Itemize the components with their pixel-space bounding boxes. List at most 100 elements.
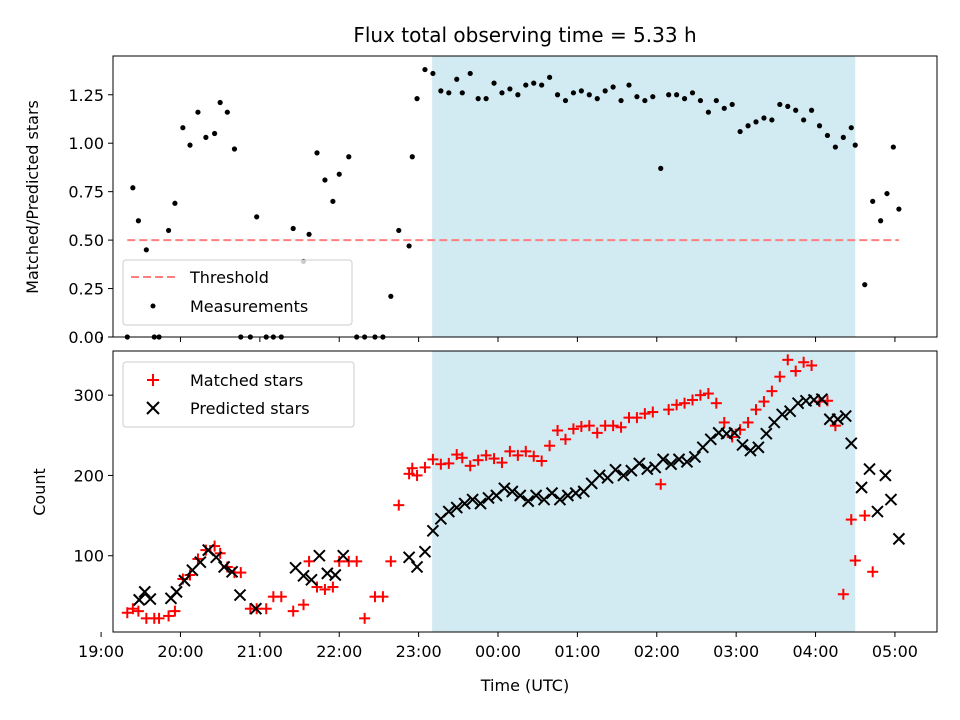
measurement-point-93 bbox=[848, 125, 854, 131]
measurement-point-13 bbox=[217, 99, 223, 106]
measurement-point-59 bbox=[578, 88, 584, 94]
predicted-star-point-68 bbox=[775, 408, 789, 421]
predicted-star-point-57 bbox=[688, 450, 702, 464]
measurement-point-52 bbox=[523, 82, 529, 88]
x-tick-label-4: 23:00 bbox=[396, 642, 442, 661]
predicted-star-point-38 bbox=[537, 493, 551, 506]
matched-star-point-5 bbox=[153, 612, 165, 624]
top-y-tick-label-5: 1.25 bbox=[68, 86, 104, 105]
predicted-star-point-55 bbox=[672, 453, 686, 466]
predicted-star-point-50 bbox=[633, 457, 646, 470]
legend-predicted-swatch bbox=[146, 401, 160, 415]
matched-star-point-63 bbox=[607, 420, 619, 432]
matched-star-point-94 bbox=[849, 555, 861, 567]
top-legend: Threshold Measurements bbox=[122, 259, 353, 326]
predicted-star-point-24 bbox=[426, 524, 440, 538]
matched-star-point-93 bbox=[845, 514, 857, 526]
predicted-star-point-5 bbox=[178, 574, 191, 587]
measurement-point-92 bbox=[840, 134, 846, 140]
predicted-star-point-26 bbox=[442, 505, 455, 518]
predicted-star-point-21 bbox=[402, 551, 416, 564]
predicted-star-point-62 bbox=[728, 426, 741, 440]
matched-star-point-95 bbox=[859, 510, 871, 522]
predicted-star-point-19 bbox=[329, 568, 342, 582]
predicted-star-point-81 bbox=[879, 469, 892, 482]
matched-star-point-96 bbox=[867, 566, 879, 578]
predicted-star-point-73 bbox=[815, 392, 829, 406]
predicted-star-point-35 bbox=[514, 489, 527, 502]
predicted-star-point-12 bbox=[233, 588, 247, 602]
measurement-point-27 bbox=[330, 198, 336, 204]
predicted-star-point-76 bbox=[839, 409, 852, 423]
bottom-legend: Matched stars Predicted stars bbox=[122, 361, 355, 428]
measurement-point-95 bbox=[862, 282, 868, 288]
measurement-point-81 bbox=[753, 119, 759, 125]
predicted-star-point-40 bbox=[553, 493, 567, 506]
measurement-point-58 bbox=[570, 90, 577, 96]
x-tick-label-10: 05:00 bbox=[872, 642, 918, 661]
predicted-star-point-9 bbox=[209, 551, 223, 564]
matched-star-point-31 bbox=[359, 612, 371, 624]
matched-star-point-51 bbox=[512, 449, 524, 461]
matched-star-point-16 bbox=[235, 567, 247, 579]
top-x-ticks bbox=[100, 337, 896, 342]
measurement-point-12 bbox=[212, 130, 218, 137]
predicted-star-point-11 bbox=[225, 565, 239, 578]
bottom-legend-box bbox=[122, 361, 355, 428]
measurement-point-98 bbox=[884, 190, 890, 197]
measurement-point-6 bbox=[165, 227, 172, 234]
measurement-point-91 bbox=[832, 144, 838, 150]
bottom-shaded-span bbox=[432, 351, 856, 632]
measurement-point-8 bbox=[180, 125, 186, 131]
measurement-point-83 bbox=[769, 117, 775, 123]
measurement-point-14 bbox=[224, 109, 230, 115]
measurement-point-88 bbox=[808, 107, 815, 113]
matched-star-point-25 bbox=[311, 581, 323, 593]
matched-star-point-49 bbox=[496, 457, 508, 469]
measurement-point-44 bbox=[459, 90, 465, 96]
x-tick-label-0: 19:00 bbox=[78, 642, 124, 661]
matched-star-point-24 bbox=[303, 555, 315, 567]
measurement-point-64 bbox=[618, 97, 624, 104]
matched-star-point-66 bbox=[631, 412, 643, 424]
predicted-star-point-27 bbox=[450, 501, 463, 514]
matched-star-point-80 bbox=[742, 416, 754, 428]
predicted-star-point-45 bbox=[593, 469, 606, 482]
predicted-star-point-64 bbox=[744, 444, 757, 457]
measurement-point-97 bbox=[878, 218, 884, 224]
matched-star-point-0 bbox=[121, 607, 133, 619]
matched-star-point-40 bbox=[427, 453, 439, 465]
matched-star-point-45 bbox=[464, 460, 476, 472]
legend-measurements-label: Measurements bbox=[190, 297, 308, 316]
matched-star-point-42 bbox=[443, 457, 455, 469]
measurement-point-89 bbox=[816, 123, 823, 129]
matched-star-point-72 bbox=[679, 397, 691, 409]
measurement-point-68 bbox=[650, 94, 656, 100]
matched-star-point-7 bbox=[169, 605, 181, 617]
matched-star-point-53 bbox=[528, 450, 540, 462]
matched-star-point-85 bbox=[782, 354, 794, 366]
measurement-point-35 bbox=[396, 227, 402, 234]
x-tick-label-8: 03:00 bbox=[713, 642, 759, 661]
matched-star-point-52 bbox=[520, 445, 532, 457]
x-axis-label: Time (UTC) bbox=[480, 676, 569, 695]
predicted-star-point-30 bbox=[474, 497, 487, 510]
measurement-point-85 bbox=[785, 103, 791, 109]
matched-star-point-88 bbox=[806, 359, 818, 371]
measurement-point-38 bbox=[414, 96, 420, 102]
matched-star-point-81 bbox=[750, 404, 762, 416]
matched-star-point-87 bbox=[798, 356, 810, 368]
measurement-point-60 bbox=[586, 92, 592, 98]
predicted-star-point-37 bbox=[529, 489, 543, 502]
top-shaded-span bbox=[432, 56, 856, 337]
measurement-point-79 bbox=[737, 128, 743, 135]
matched-star-point-71 bbox=[671, 399, 683, 411]
predicted-star-point-1 bbox=[138, 585, 151, 599]
measurement-point-69 bbox=[658, 165, 664, 171]
predicted-star-point-41 bbox=[561, 489, 575, 502]
x-tick-label-5: 00:00 bbox=[475, 642, 521, 661]
predicted-star-point-63 bbox=[736, 438, 749, 452]
measurement-point-24 bbox=[306, 231, 312, 237]
matched-star-point-67 bbox=[639, 408, 651, 420]
